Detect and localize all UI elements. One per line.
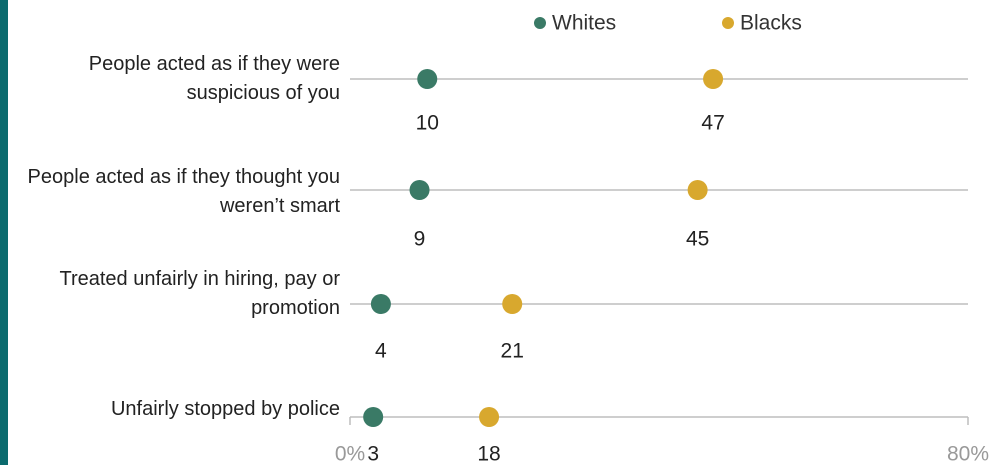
x-tick-label: 80%	[947, 443, 989, 465]
value-label: 10	[416, 112, 439, 135]
value-label: 47	[701, 112, 724, 135]
legend-label: Blacks	[740, 12, 802, 35]
category-label: People acted as if they thought you were…	[27, 166, 340, 217]
dot	[687, 180, 708, 200]
value-label: 4	[375, 340, 387, 363]
dot	[370, 294, 391, 314]
value-label: 45	[686, 228, 709, 251]
legend-marker	[722, 17, 734, 29]
value-label: 3	[367, 443, 379, 465]
dot	[417, 69, 438, 89]
value-label: 21	[501, 340, 524, 363]
value-label: 18	[477, 443, 500, 465]
dot	[363, 407, 384, 427]
dot	[479, 407, 500, 427]
value-label: 9	[414, 228, 426, 251]
side-bar	[0, 0, 8, 465]
category-label: Unfairly stopped by police	[110, 398, 340, 420]
dot	[502, 294, 523, 314]
legend-label: Whites	[552, 12, 616, 35]
legend-marker	[534, 17, 546, 29]
dot	[409, 180, 430, 200]
x-tick-label: 0%	[335, 443, 365, 465]
dot	[703, 69, 724, 89]
category-label: People acted as if they were suspicious …	[88, 53, 340, 104]
category-label: Treated unfairly in hiring, pay or promo…	[59, 268, 340, 319]
